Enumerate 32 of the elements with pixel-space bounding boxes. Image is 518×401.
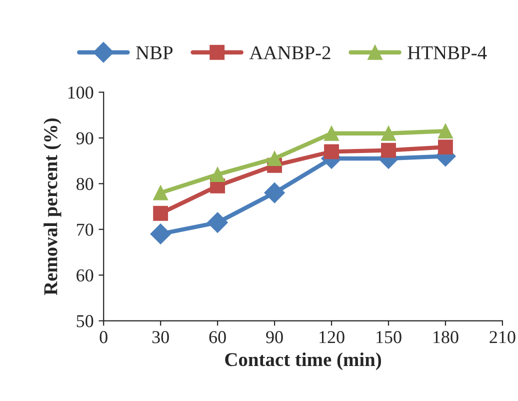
- point: [153, 206, 168, 221]
- point: [381, 126, 396, 141]
- x-tick-label: 60: [209, 331, 226, 344]
- y-tick-label: 90: [76, 132, 94, 144]
- point: [264, 182, 285, 204]
- x-tick-label: 180: [434, 331, 458, 344]
- y-axis-title: Removal percent (%): [44, 118, 62, 296]
- point: [438, 124, 453, 139]
- x-tick-label: 0: [100, 331, 108, 344]
- x-tick-label: 210: [490, 331, 516, 344]
- point: [150, 224, 171, 244]
- legend-label: NBP: [136, 46, 173, 60]
- y-tick-label: 50: [76, 315, 94, 328]
- point: [438, 140, 453, 155]
- legend-label: HTNBP-4: [408, 46, 487, 60]
- y-tick-label: 70: [77, 224, 94, 236]
- legend-label: AANBP-2: [249, 46, 330, 60]
- point: [381, 142, 396, 158]
- x-axis-title: Contact time (min): [225, 352, 382, 370]
- y-tick-label: 80: [76, 178, 94, 190]
- point: [207, 212, 228, 233]
- point: [324, 126, 339, 141]
- point: [210, 167, 226, 182]
- point: [324, 144, 339, 160]
- x-tick-label: 120: [320, 331, 344, 344]
- point: [153, 185, 168, 200]
- x-tick-label: 150: [376, 331, 402, 344]
- x-tick-label: 90: [266, 331, 283, 344]
- point: [267, 151, 282, 166]
- x-tick-label: 30: [152, 331, 169, 344]
- y-tick-label: 60: [76, 269, 94, 282]
- y-tick-label: 100: [68, 86, 94, 99]
